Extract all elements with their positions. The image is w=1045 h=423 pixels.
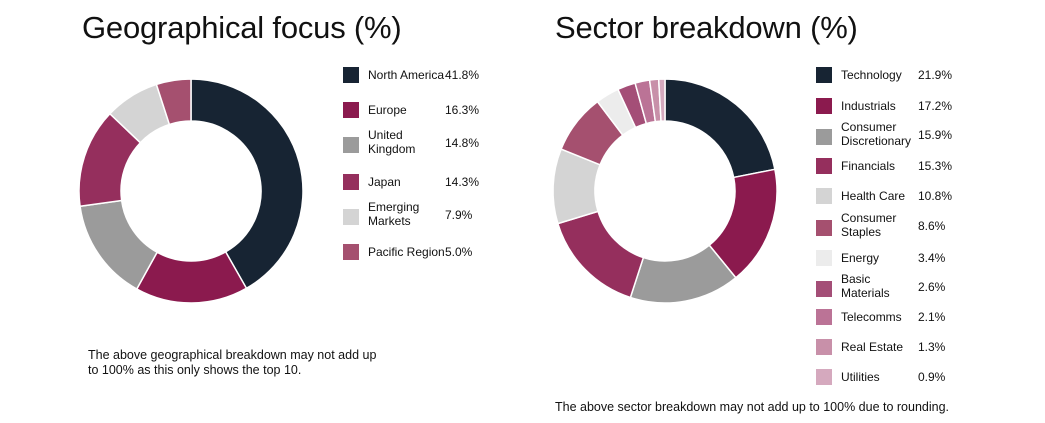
legend-item-emerging-markets: Emerging Markets 7.9% [343,200,543,236]
legend-label: Energy [841,251,880,265]
legend-swatch [816,250,832,266]
legend-item-telecomms: Telecomms 2.1% [816,308,1016,338]
legend-label: Basic Materials [841,272,890,300]
legend-label: Europe [368,103,407,117]
legend-item-utilities: Utilities 0.9% [816,368,1016,398]
legend-swatch [816,129,832,145]
slice-utilities [657,78,666,122]
legend-label: Financials [841,159,896,173]
legend-label: Utilities [841,370,880,384]
legend-value: 0.9% [918,370,946,384]
legend-value: 10.8% [918,189,953,203]
legend-value: 7.9% [445,208,473,222]
legend-value: 3.4% [918,251,946,265]
chart-title: Sector breakdown (%) [555,10,858,45]
legend-item-technology: Technology 21.9% [816,66,1016,96]
legend-value: 14.3% [445,175,480,189]
legend-label: Consumer Discretionary [841,120,912,148]
legend-value: 16.3% [445,103,480,117]
legend-swatch [816,339,832,355]
legend-swatch [343,244,359,260]
legend-item-health-care: Health Care 10.8% [816,187,1016,217]
legend-swatch [343,67,359,83]
legend-label: Japan [368,175,401,189]
slice-technology [664,78,776,179]
legend-value: 8.6% [918,219,946,233]
legend-value: 17.2% [918,99,953,113]
legend-item-pacific-region: Pacific Region 5.0% [343,243,543,273]
chart-footnote: The above sector breakdown may not add u… [555,400,950,414]
legend-swatch [343,102,359,118]
legend-value: 41.8% [445,68,480,82]
legend-swatch [816,281,832,297]
chart-footnote: The above geographical breakdown may not… [88,348,377,377]
legend-item-consumer-staples: Consumer Staples 8.6% [816,211,1016,247]
legend-value: 5.0% [445,245,473,259]
legend-swatch [816,220,832,236]
legend-label: North America [368,68,445,82]
legend-swatch [816,98,832,114]
legend-swatch [816,158,832,174]
legend-item-consumer-discretionary: Consumer Discretionary 15.9% [816,120,1016,156]
slice-north-america [190,78,304,290]
legend-swatch [343,209,359,225]
legend-swatch [816,369,832,385]
legend-label: Consumer Staples [841,211,897,239]
geographical-focus-panel: Geographical focus (%) North America 41.8… [0,0,520,423]
legend-swatch [816,309,832,325]
legend-item-energy: Energy 3.4% [816,249,1016,279]
legend-label: Health Care [841,189,906,203]
legend-item-united-kingdom: United Kingdom 14.8% [343,128,543,164]
legend-value: 14.8% [445,136,480,150]
legend-item-basic-materials: Basic Materials 2.6% [816,272,1016,308]
legend-swatch [816,188,832,204]
slice-pacific-region [155,78,192,126]
legend-value: 15.3% [918,159,953,173]
legend-label: Industrials [841,99,896,113]
legend-item-europe: Europe 16.3% [343,101,543,131]
legend-value: 2.6% [918,280,946,294]
legend-swatch [343,137,359,153]
geographical-donut-chart [78,78,304,304]
legend-label: Technology [841,68,902,82]
sector-breakdown-panel: Sector breakdown (%) Technology 21.9% Indu… [520,0,1045,423]
legend-swatch [816,67,832,83]
legend-item-industrials: Industrials 17.2% [816,97,1016,127]
legend-value: 1.3% [918,340,946,354]
legend-label: United Kingdom [368,128,416,156]
legend-value: 2.1% [918,310,946,324]
slice-financials [556,210,645,299]
legend-item-financials: Financials 15.3% [816,157,1016,187]
legend-value: 15.9% [918,128,953,142]
legend-value: 21.9% [918,68,953,82]
legend-label: Real Estate [841,340,904,354]
legend-label: Pacific Region [368,245,445,259]
legend-item-north-america: North America 41.8% [343,66,543,96]
legend-swatch [343,174,359,190]
sector-donut-chart [552,78,778,304]
legend-label: Telecomms [841,310,902,324]
chart-title: Geographical focus (%) [82,10,402,45]
legend-item-real-estate: Real Estate 1.3% [816,338,1016,368]
legend-item-japan: Japan 14.3% [343,173,543,203]
legend-label: Emerging Markets [368,200,420,228]
